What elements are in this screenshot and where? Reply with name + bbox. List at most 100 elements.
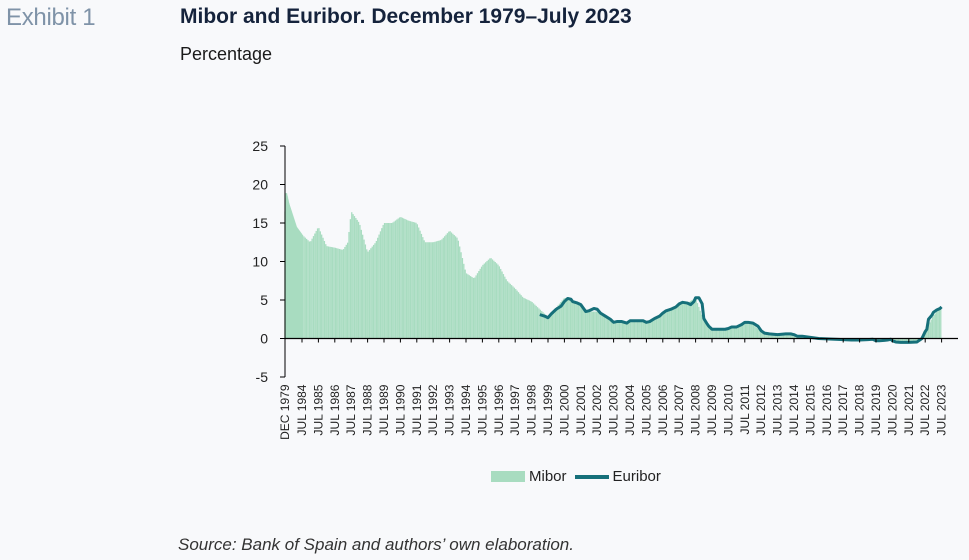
mibor-bar — [583, 307, 585, 339]
mibor-bar — [598, 312, 600, 339]
x-tick-label: JUL 1990 — [393, 384, 407, 435]
mibor-bar — [467, 274, 469, 339]
mibor-bar — [721, 329, 723, 339]
mibor-bar — [301, 234, 303, 339]
mibor-bar — [593, 311, 595, 339]
mibor-bar — [468, 275, 470, 339]
mibor-bar — [554, 308, 557, 339]
mibor-bar — [331, 247, 334, 339]
mibor-bar — [356, 219, 358, 339]
mibor-bar — [635, 321, 637, 339]
mibor-bar — [393, 221, 395, 339]
mibor-bar — [636, 320, 639, 339]
mibor-bar — [681, 303, 684, 339]
mibor-bar — [364, 244, 367, 339]
mibor-bar — [735, 326, 737, 339]
exhibit-label: Exhibit 1 — [6, 4, 96, 31]
mibor-bar — [658, 315, 660, 339]
mibor-bar — [709, 327, 711, 339]
mibor-bar — [450, 232, 453, 339]
mibor-bar — [505, 279, 507, 339]
mibor-bar — [360, 229, 362, 339]
mibor-bar — [643, 321, 645, 339]
mibor-bar — [590, 311, 592, 339]
mibor-bar — [762, 332, 764, 339]
mibor-bar — [411, 221, 413, 339]
mibor-bar — [370, 248, 372, 339]
x-tick-label: JUL 2018 — [853, 384, 867, 435]
mibor-bar — [550, 313, 552, 339]
mibor-bar — [485, 262, 487, 339]
mibor-bar — [706, 324, 708, 339]
mibor-bar — [319, 231, 321, 339]
mibor-bar — [776, 334, 778, 339]
mibor-bar — [788, 334, 790, 339]
mibor-bar — [515, 289, 517, 339]
mibor-bar — [599, 313, 602, 339]
x-tick-label: JUL 1997 — [508, 384, 522, 435]
mibor-bar — [539, 309, 541, 339]
mibor-bar — [690, 300, 692, 339]
mibor-bar — [650, 319, 652, 339]
mibor-bar — [685, 303, 688, 339]
mibor-bar — [692, 299, 695, 339]
mibor-bar — [631, 321, 633, 339]
mibor-bar — [338, 248, 341, 339]
mibor-bar — [475, 275, 477, 339]
mibor-bar — [736, 325, 738, 339]
mibor-bar — [687, 302, 689, 339]
mibor-bar — [609, 319, 611, 339]
mibor-bar — [394, 220, 397, 339]
mibor-bar — [639, 320, 641, 339]
mibor-bar — [307, 240, 309, 339]
x-tick-label: JUL 2001 — [574, 384, 588, 435]
mibor-bar — [424, 242, 427, 339]
mibor-bar — [471, 277, 473, 339]
mibor-bar — [595, 311, 598, 339]
mibor-bar — [378, 234, 380, 339]
mibor-bar — [767, 333, 770, 339]
mibor-bar — [763, 332, 766, 339]
mibor-bar — [726, 329, 729, 339]
mibor-bar — [377, 237, 379, 339]
mibor-bar — [758, 329, 760, 339]
mibor-bar — [465, 273, 468, 339]
mibor-bar — [696, 303, 699, 339]
mibor-bar — [937, 310, 939, 339]
mibor-bar — [479, 268, 481, 339]
x-tick-label: JUL 2005 — [639, 384, 653, 435]
x-tick-label: JUL 1986 — [328, 384, 342, 435]
mibor-bar — [584, 308, 587, 339]
mibor-bar — [497, 264, 499, 339]
mibor-bar — [608, 318, 610, 339]
mibor-bar — [390, 223, 393, 339]
mibor-bar — [454, 236, 457, 339]
x-tick-label: JUL 1991 — [410, 384, 424, 435]
mibor-bar — [657, 316, 659, 339]
mibor-bar — [703, 321, 705, 339]
mibor-bar — [714, 329, 716, 339]
mibor-bar — [724, 329, 726, 339]
mibor-bar — [444, 236, 446, 339]
mibor-bar — [323, 240, 326, 339]
mibor-bar — [761, 331, 763, 339]
mibor-bar — [512, 286, 514, 339]
mibor-bar — [494, 262, 496, 339]
x-tick-label: JUL 2002 — [590, 384, 604, 435]
mibor-bar — [603, 316, 606, 339]
mibor-bar — [625, 321, 628, 339]
mibor-bar — [644, 321, 647, 339]
mibor-bar — [577, 304, 580, 339]
legend-swatch-mibor — [491, 471, 525, 482]
mibor-bar — [781, 334, 783, 339]
mibor-bar — [508, 282, 510, 339]
mibor-bar — [459, 246, 461, 339]
mibor-bar — [632, 321, 634, 339]
mibor-bar — [565, 298, 567, 339]
mibor-bar — [423, 240, 425, 339]
mibor-bar — [732, 327, 734, 339]
mibor-bar — [628, 321, 630, 339]
mibor-bar — [930, 319, 932, 339]
mibor-bar — [401, 217, 403, 339]
mibor-bar — [562, 298, 565, 339]
